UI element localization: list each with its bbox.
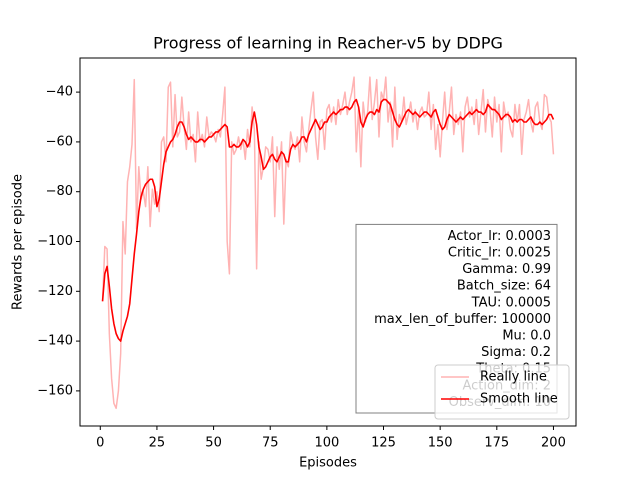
annotation-text: Actor_lr: 0.0003 [448,229,551,244]
x-tick-label: 100 [314,436,339,451]
x-tick-label: 125 [371,436,396,451]
annotation-text: Sigma: 0.2 [481,345,551,360]
annotation-text: Critic_lr: 0.0025 [448,246,551,261]
plot-frame [79,57,577,427]
annotation-text: Gamma: 0.99 [462,262,551,277]
x-tick-label: 25 [149,436,166,451]
y-tick-label: −80 [46,184,73,199]
x-tick-label: 175 [484,436,509,451]
y-tick-label: −120 [37,284,73,299]
annotation-text: max_len_of_buffer: 100000 [374,312,551,327]
chart-title: Progress of learning in Reacher-v5 by DD… [153,34,503,53]
series-line [101,98,555,342]
annotation-text: TAU: 0.0005 [471,295,551,310]
legend-box [434,364,570,420]
annotation-text: Batch_size: 64 [457,279,551,294]
x-tick-label: 150 [428,436,453,451]
annotation-text: Mu: 0.0 [502,329,551,344]
y-tick-label: −40 [46,85,73,100]
series-line [101,76,555,410]
x-axis-label: Episodes [299,456,357,471]
y-tick-label: −160 [37,383,73,398]
y-tick-label: −100 [37,234,73,249]
x-tick-label: 0 [96,436,104,451]
x-tick-label: 200 [541,436,566,451]
x-tick-label: 75 [262,436,279,451]
y-tick-label: −60 [46,134,73,149]
legend-label: Smooth line [480,392,558,407]
legend-label: Really line [480,370,547,385]
x-tick-label: 50 [205,436,222,451]
y-tick-label: −140 [37,334,73,349]
y-axis-label: Rewards per episode [11,174,26,310]
